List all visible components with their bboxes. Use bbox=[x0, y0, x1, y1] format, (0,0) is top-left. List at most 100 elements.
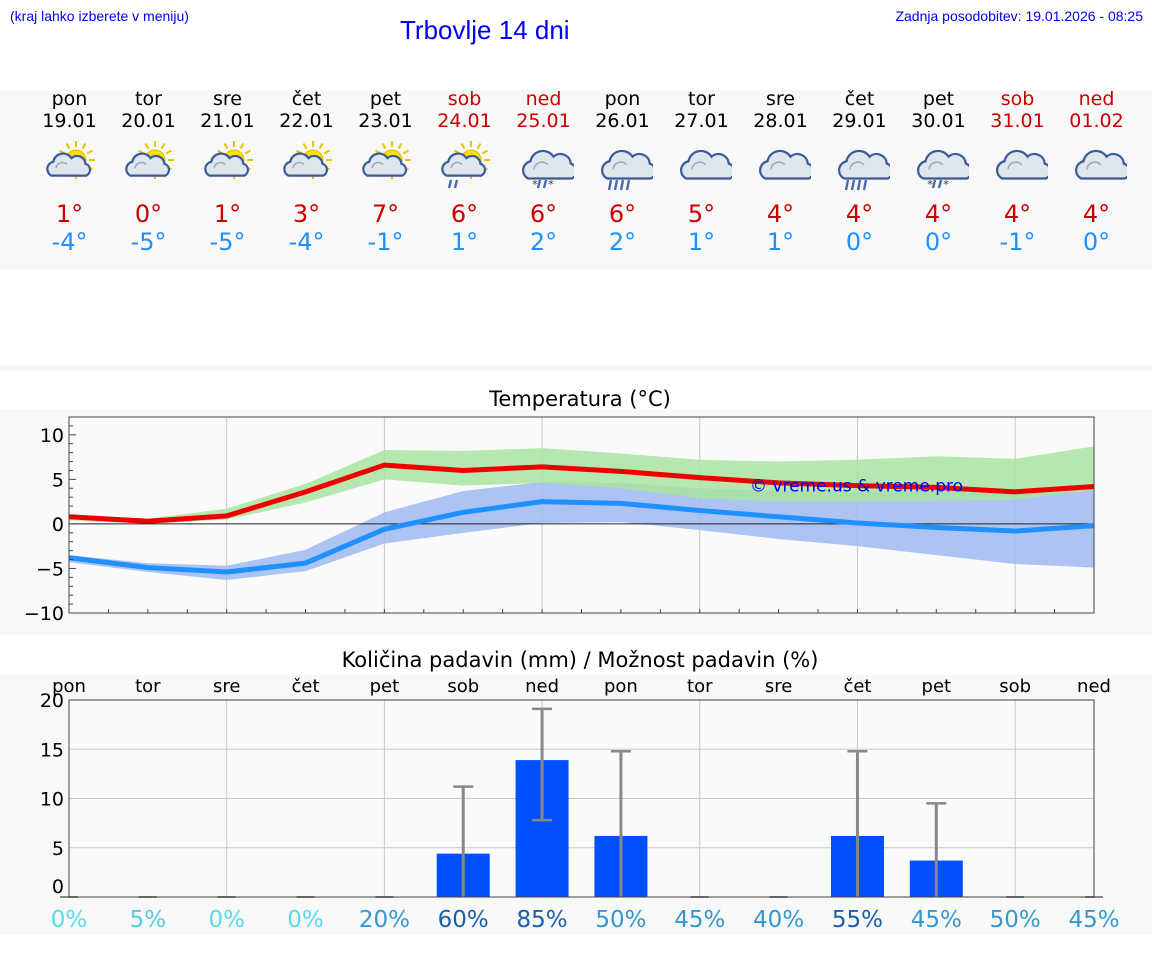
category-label: čet bbox=[292, 676, 320, 697]
forecast-day: čet 22.01 3° -4° bbox=[267, 88, 346, 256]
category-label: tor bbox=[135, 676, 161, 697]
min-temp: -4° bbox=[288, 228, 325, 256]
min-temp: -4° bbox=[51, 228, 88, 256]
max-temp: 3° bbox=[292, 200, 321, 228]
forecast-day: sre 21.01 1° -5° bbox=[188, 88, 267, 256]
day-date: 27.01 bbox=[674, 110, 729, 132]
category-label: čet bbox=[843, 676, 871, 697]
day-name: čet bbox=[291, 88, 322, 110]
forecast-day: sob 24.01 6° 1° bbox=[425, 88, 504, 256]
forecast-day: pon 26.01 6° 2° bbox=[583, 88, 662, 256]
day-name: sre bbox=[766, 88, 795, 110]
precip-probability: 45% bbox=[911, 907, 962, 933]
y-tick-label: 0 bbox=[52, 514, 64, 536]
max-temp: 6° bbox=[529, 200, 558, 228]
y-tick-label: 5 bbox=[52, 838, 64, 860]
max-temp: 4° bbox=[1003, 200, 1032, 228]
min-temp: 2° bbox=[529, 228, 558, 256]
y-tick-label: 15 bbox=[40, 739, 64, 761]
day-date: 01.02 bbox=[1069, 110, 1124, 132]
y-tick-label: −10 bbox=[24, 603, 64, 625]
day-name: pon bbox=[51, 88, 88, 110]
category-label: tor bbox=[687, 676, 713, 697]
category-label: ned bbox=[1077, 676, 1111, 697]
category-label: sob bbox=[447, 676, 479, 697]
day-date: 21.01 bbox=[200, 110, 255, 132]
day-date: 24.01 bbox=[437, 110, 492, 132]
max-temp: 4° bbox=[766, 200, 795, 228]
min-temp: -5° bbox=[209, 228, 246, 256]
category-label: sre bbox=[213, 676, 240, 697]
max-temp: 6° bbox=[608, 200, 637, 228]
cloud-heavy-rain-icon bbox=[600, 149, 653, 191]
min-temp: 1° bbox=[766, 228, 795, 256]
y-tick-label: 10 bbox=[40, 425, 64, 447]
svg-text:*: * bbox=[532, 178, 538, 191]
y-tick-label: 10 bbox=[40, 789, 64, 811]
forecast-day: ned 25.01 * * 6° 2° bbox=[504, 88, 583, 256]
y-tick-label: −5 bbox=[36, 558, 64, 580]
day-name: pet bbox=[369, 88, 402, 110]
min-temp: 0° bbox=[1082, 228, 1111, 256]
max-temp: 4° bbox=[924, 200, 953, 228]
y-tick-label: 5 bbox=[52, 469, 64, 491]
day-name: sob bbox=[447, 88, 482, 110]
y-tick-label: 0 bbox=[52, 876, 64, 898]
day-date: 30.01 bbox=[911, 110, 966, 132]
category-label: pon bbox=[604, 676, 638, 697]
separator bbox=[0, 365, 1152, 371]
last-updated: Zadnja posodobitev: 19.01.2026 - 08:25 bbox=[895, 8, 1143, 24]
day-date: 19.01 bbox=[42, 110, 97, 132]
forecast-day: pon 19.01 1° -4° bbox=[30, 88, 109, 256]
sun-cloud-icon bbox=[203, 141, 253, 179]
max-temp: 1° bbox=[55, 200, 84, 228]
precip-probability: 85% bbox=[517, 907, 568, 933]
forecast-day: tor 27.01 5° 1° bbox=[662, 88, 741, 256]
day-date: 26.01 bbox=[595, 110, 650, 132]
sun-cloud-icon bbox=[282, 141, 332, 179]
precip-probability: 50% bbox=[595, 907, 646, 933]
precip-probability: 45% bbox=[674, 907, 725, 933]
temperature-chart: 10 5 0 −5 −10 © vreme.us & vreme.pro bbox=[24, 416, 1095, 625]
precip-probability: 5% bbox=[130, 907, 167, 933]
forecast-strip-background bbox=[0, 90, 1152, 270]
precip-probability: 45% bbox=[1068, 907, 1119, 933]
forecast-day: pet 30.01 * * 4° 0° bbox=[899, 88, 978, 256]
sun-cloud-icon bbox=[361, 141, 411, 179]
day-name: sob bbox=[1000, 88, 1035, 110]
day-name: ned bbox=[1078, 88, 1115, 110]
day-date: 22.01 bbox=[279, 110, 334, 132]
precipitation-chart-title: Količina padavin (mm) / Možnost padavin … bbox=[341, 648, 819, 672]
day-name: pon bbox=[604, 88, 641, 110]
max-temp: 6° bbox=[450, 200, 479, 228]
min-temp: -1° bbox=[367, 228, 404, 256]
min-temp: 0° bbox=[924, 228, 953, 256]
location-hint-link[interactable]: (kraj lahko izberete v meniju) bbox=[10, 8, 189, 24]
forecast-day: čet 29.01 4° 0° bbox=[820, 88, 899, 256]
category-label: pet bbox=[922, 676, 952, 697]
forecast-day: tor 20.01 0° -5° bbox=[109, 88, 188, 256]
sun-cloud-icon bbox=[45, 141, 95, 179]
svg-text:*: * bbox=[548, 178, 554, 191]
max-temp-band bbox=[69, 446, 1094, 524]
temperature-chart-title: Temperatura (°C) bbox=[489, 387, 671, 411]
day-date: 28.01 bbox=[753, 110, 808, 132]
cloud-sleet-icon: * * bbox=[521, 149, 574, 191]
day-date: 29.01 bbox=[832, 110, 887, 132]
max-temp: 1° bbox=[213, 200, 242, 228]
min-temp: 1° bbox=[450, 228, 479, 256]
precipitation-chart: 20 15 10 5 0 pon tor sre čet pet sob ned pon tor sre če… bbox=[40, 676, 1120, 933]
cloud-icon bbox=[679, 149, 732, 180]
sun-cloud-rain-icon bbox=[440, 141, 490, 189]
svg-text:*: * bbox=[927, 178, 933, 191]
category-label: ned bbox=[525, 676, 559, 697]
day-name: tor bbox=[135, 88, 162, 110]
category-label: pon bbox=[52, 676, 86, 697]
min-temp: 1° bbox=[687, 228, 716, 256]
plot-frame bbox=[68, 699, 1095, 898]
svg-text:*: * bbox=[943, 178, 949, 191]
precip-probability: 60% bbox=[438, 907, 489, 933]
min-temp: 2° bbox=[608, 228, 637, 256]
forecast-day: pet 23.01 7° -1° bbox=[346, 88, 425, 256]
category-label: sre bbox=[765, 676, 792, 697]
